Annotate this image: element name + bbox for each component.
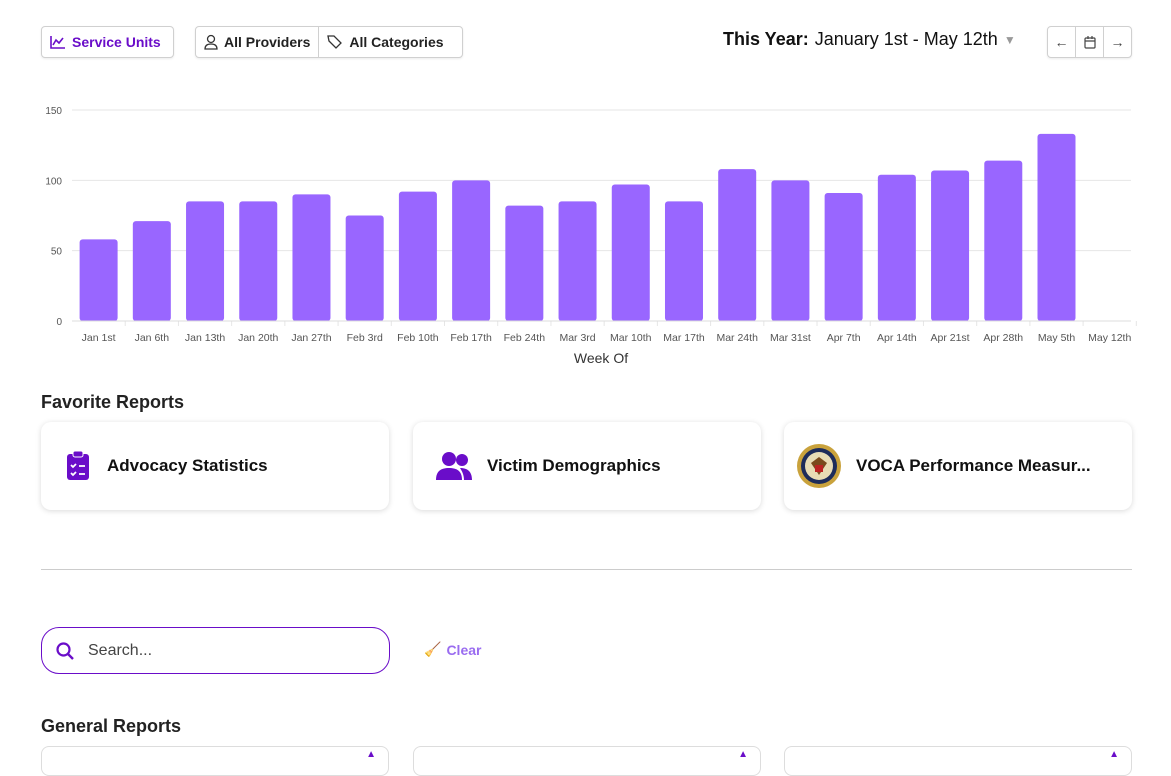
x-tick-label: Apr 28th	[983, 332, 1023, 344]
bar	[132, 221, 171, 321]
chevron-up-icon: ▲	[738, 749, 748, 760]
x-tick-label: Jan 6th	[135, 332, 170, 344]
x-tick-label: Apr 7th	[827, 332, 861, 344]
caret-down-icon: ▼	[1003, 32, 1016, 47]
general-reports-heading: General Reports	[41, 716, 182, 736]
previous-button[interactable]: ←	[1048, 27, 1075, 57]
users-icon	[436, 452, 472, 480]
chevron-up-icon: ▲	[1109, 749, 1119, 760]
general-report-card[interactable]: ▲	[784, 746, 1132, 776]
tag-icon	[327, 35, 343, 49]
general-report-card[interactable]: ▲	[41, 746, 389, 776]
clear-label: Clear	[446, 641, 482, 658]
categories-label: All Categories	[349, 34, 444, 50]
x-tick-label: Apr 21st	[931, 332, 970, 344]
bar	[398, 191, 437, 321]
clear-button[interactable]: 🧹 Clear	[424, 641, 481, 658]
favorite-label: Victim Demographics	[487, 456, 661, 475]
calendar-icon	[1083, 35, 1096, 49]
chevron-up-icon: ▲	[366, 749, 376, 760]
favorite-card-demographics[interactable]: Victim Demographics	[413, 422, 761, 510]
bar	[931, 170, 970, 321]
x-tick-label: Jan 27th	[291, 332, 331, 344]
y-tick-label: 150	[45, 106, 62, 117]
date-range-select[interactable]: This Year: January 1st - May 12th ▼	[723, 29, 1016, 50]
x-tick-label: Feb 17th	[450, 332, 492, 344]
calendar-button[interactable]	[1075, 27, 1103, 57]
x-tick-label: Feb 24th	[504, 332, 546, 344]
y-tick-label: 0	[56, 317, 62, 328]
x-tick-label: Mar 31st	[770, 332, 811, 344]
broom-icon: 🧹	[424, 641, 442, 657]
bar	[824, 192, 863, 321]
x-tick-label: Apr 14th	[877, 332, 917, 344]
providers-filter[interactable]: All Providers	[196, 27, 318, 57]
x-tick-label: Feb 10th	[397, 332, 439, 344]
service-units-label: Service Units	[72, 34, 161, 50]
bar	[877, 174, 916, 321]
filter-group: All Providers All Categories	[195, 26, 463, 58]
bar	[558, 201, 597, 321]
bar	[452, 180, 491, 321]
arrow-left-icon: ←	[1054, 34, 1069, 50]
favorite-reports-heading: Favorite Reports	[41, 392, 185, 412]
x-tick-label: Mar 10th	[610, 332, 652, 344]
range-label: This Year:	[723, 29, 809, 49]
x-tick-label: Jan 13th	[185, 332, 225, 344]
y-tick-label: 100	[45, 176, 62, 187]
range-value: January 1st - May 12th	[814, 29, 998, 49]
x-tick-label: May 5th	[1038, 332, 1076, 344]
x-tick-label: Feb 3rd	[347, 332, 383, 344]
bar	[664, 201, 703, 321]
line-chart-icon	[50, 36, 65, 49]
x-tick-label: Mar 3rd	[559, 332, 595, 344]
service-units-chart: 0 50 100 150 Jan 1st Jan 6th Jan 13th Jan 20th J…	[45, 106, 1137, 366]
search-field[interactable]	[41, 627, 390, 674]
doj-seal-icon	[797, 444, 841, 488]
x-axis-label: Week Of	[574, 350, 628, 366]
x-tick-label: Jan 20th	[238, 332, 278, 344]
x-tick-label: Jan 1st	[82, 332, 116, 344]
divider	[41, 569, 1132, 570]
favorite-card-advocacy[interactable]: Advocacy Statistics	[41, 422, 389, 510]
service-units-button[interactable]: Service Units	[41, 26, 174, 58]
bar	[1037, 133, 1076, 321]
bar	[239, 201, 278, 321]
bar	[292, 194, 331, 321]
providers-label: All Providers	[224, 34, 311, 50]
bar	[611, 184, 650, 321]
x-tick-label: May 12th	[1088, 332, 1131, 344]
date-nav: ← →	[1047, 26, 1132, 58]
bar	[345, 215, 384, 321]
favorite-label: VOCA Performance Measur...	[856, 456, 1091, 475]
x-tick-label: Mar 17th	[663, 332, 705, 344]
clipboard-check-icon	[67, 451, 89, 480]
favorite-label: Advocacy Statistics	[107, 456, 268, 475]
categories-filter[interactable]: All Categories	[318, 27, 451, 57]
general-report-card[interactable]: ▲	[413, 746, 761, 776]
favorite-card-voca[interactable]: VOCA Performance Measur...	[784, 422, 1132, 510]
bar	[771, 180, 810, 321]
bar	[505, 205, 544, 321]
x-tick-label: Mar 24th	[716, 332, 758, 344]
bar	[984, 160, 1023, 321]
bar	[186, 201, 225, 321]
bar	[79, 239, 118, 321]
search-icon	[56, 641, 74, 660]
y-tick-label: 50	[51, 247, 63, 258]
bar	[718, 169, 757, 321]
arrow-right-icon: →	[1110, 34, 1125, 50]
user-icon	[204, 34, 218, 50]
search-input[interactable]	[88, 641, 348, 660]
next-button[interactable]: →	[1103, 27, 1131, 57]
